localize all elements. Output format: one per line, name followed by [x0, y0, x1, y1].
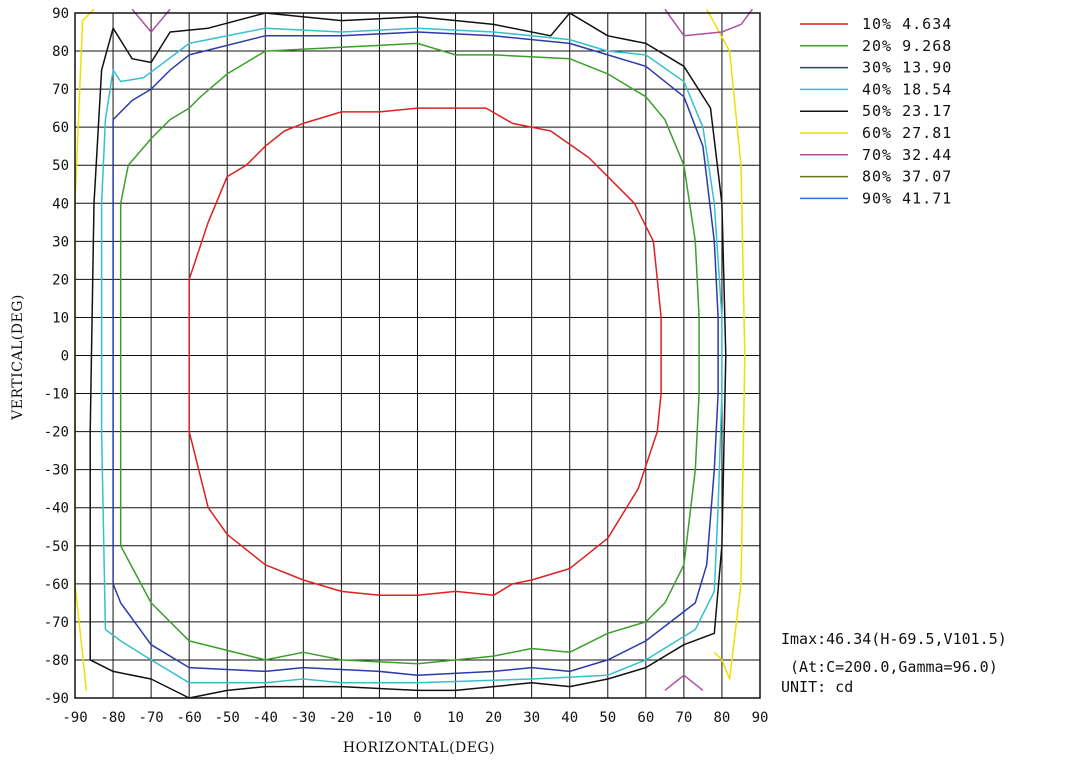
legend-label: 90% 41.71	[862, 189, 952, 207]
contour-line	[89, 12, 727, 699]
y-tick-label: 30	[52, 234, 69, 250]
contour-line	[664, 8, 753, 37]
legend-label: 40% 18.54	[862, 80, 952, 98]
contour-line	[664, 674, 704, 691]
legend-label: 60% 27.81	[862, 124, 952, 142]
x-tick-label: 10	[447, 710, 464, 726]
y-tick-label: -80	[44, 653, 69, 669]
contour-line	[119, 42, 700, 665]
x-tick-label: 70	[675, 710, 692, 726]
x-tick-label: -30	[291, 710, 316, 726]
legend-label: 20% 9.268	[862, 37, 952, 55]
y-tick-label: -10	[44, 387, 69, 403]
contour-lines	[74, 8, 753, 699]
legend: 10% 4.634 20% 9.268 30% 13.90 40% 18.54 50% …	[800, 15, 952, 207]
info-line: (At:C=200.0,Gamma=96.0)	[781, 658, 998, 676]
legend-label: 80% 37.07	[862, 168, 952, 186]
y-tick-label: -60	[44, 577, 69, 593]
x-tick-label: 60	[637, 710, 654, 726]
x-tick-label: -40	[253, 710, 278, 726]
x-tick-label: 90	[752, 710, 769, 726]
plot-frame	[74, 12, 761, 699]
y-tick-label: 70	[52, 82, 69, 98]
x-tick-label: -10	[367, 710, 392, 726]
x-tick-label: 80	[714, 710, 731, 726]
y-tick-label: -70	[44, 615, 69, 631]
info-block: Imax:46.34(H-69.5,V101.5) (At:C=200.0,Ga…	[781, 630, 1007, 696]
info-line: Imax:46.34(H-69.5,V101.5)	[781, 630, 1007, 648]
plot-border	[74, 12, 761, 699]
x-tick-label: -20	[329, 710, 354, 726]
x-tick-label: 50	[599, 710, 616, 726]
y-tick-label: -30	[44, 463, 69, 479]
y-axis-ticks: 90 80 70 60 50 40 30 20 10 0 -10 -20 -30 -40 -50 -60 -70…	[44, 6, 69, 707]
y-tick-label: -90	[44, 691, 69, 707]
y-axis-title: VERTICAL(DEG)	[10, 294, 26, 421]
contour-line	[100, 27, 723, 684]
contour-line	[131, 8, 171, 33]
x-axis-ticks: -90 -80 -70 -60 -50 -40 -30 -20 -10 0 10 20 30 40 50 60…	[62, 710, 768, 726]
contour-line	[188, 107, 662, 597]
info-line: UNIT: cd	[781, 678, 853, 696]
y-tick-label: 60	[52, 120, 69, 136]
y-tick-label: 50	[52, 158, 69, 174]
y-tick-label: 0	[61, 349, 69, 365]
y-tick-label: -50	[44, 539, 69, 555]
y-tick-label: -20	[44, 425, 69, 441]
x-tick-label: -90	[62, 710, 87, 726]
x-tick-label: -80	[100, 710, 125, 726]
y-tick-label: 80	[52, 44, 69, 60]
y-tick-label: 40	[52, 196, 69, 212]
x-tick-label: 40	[561, 710, 578, 726]
x-tick-label: 0	[413, 710, 421, 726]
y-tick-label: 90	[52, 6, 69, 22]
y-tick-label: 10	[52, 310, 69, 326]
legend-label: 70% 32.44	[862, 146, 952, 164]
x-tick-label: 30	[523, 710, 540, 726]
x-tick-label: -60	[177, 710, 202, 726]
y-tick-label: 20	[52, 272, 69, 288]
x-tick-label: -50	[215, 710, 240, 726]
y-tick-label: -40	[44, 501, 69, 517]
contour-line	[112, 31, 719, 676]
x-tick-label: -70	[138, 710, 163, 726]
legend-label: 50% 23.17	[862, 102, 952, 120]
x-tick-label: 20	[485, 710, 502, 726]
legend-label: 30% 13.90	[862, 59, 952, 77]
contour-line	[706, 8, 746, 680]
x-axis-title: HORIZONTAL(DEG)	[343, 740, 495, 756]
legend-label: 10% 4.634	[862, 15, 952, 33]
